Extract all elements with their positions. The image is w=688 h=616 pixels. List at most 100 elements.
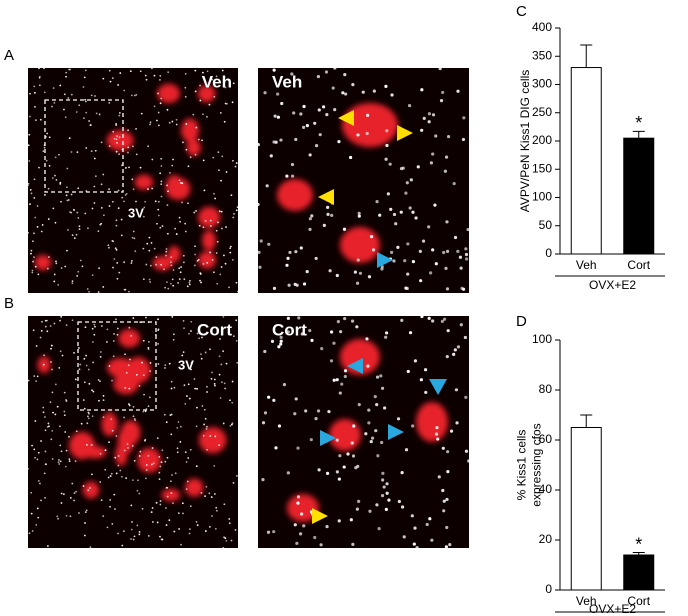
grain xyxy=(153,105,156,108)
grain xyxy=(305,269,309,274)
grain xyxy=(175,123,178,126)
grain xyxy=(366,113,370,117)
grain xyxy=(36,507,39,510)
grain xyxy=(467,459,471,463)
grain xyxy=(302,104,306,109)
grain xyxy=(274,446,278,450)
grain xyxy=(204,530,207,532)
grain xyxy=(452,181,456,186)
grain xyxy=(84,326,87,329)
grain xyxy=(171,120,174,123)
grain xyxy=(142,410,145,413)
grain xyxy=(184,72,187,75)
grain xyxy=(172,502,174,505)
grain xyxy=(372,89,376,93)
grain xyxy=(75,111,78,113)
grain xyxy=(57,517,59,520)
image-title: Veh xyxy=(202,72,232,91)
grain xyxy=(71,280,74,283)
significance: * xyxy=(635,113,642,133)
grain xyxy=(111,77,114,79)
grain xyxy=(208,526,211,528)
cell xyxy=(137,447,162,473)
grain xyxy=(49,325,52,327)
grain xyxy=(159,465,162,468)
grain xyxy=(80,422,83,425)
grain xyxy=(165,421,168,424)
grain xyxy=(446,450,450,454)
grain xyxy=(40,499,42,502)
grain xyxy=(296,501,300,505)
grain xyxy=(44,319,47,322)
grain xyxy=(223,254,225,257)
grain xyxy=(93,323,96,326)
panel-label: D xyxy=(516,313,527,330)
grain xyxy=(230,539,233,542)
grain xyxy=(102,286,105,288)
grain xyxy=(102,394,105,397)
grain xyxy=(330,213,334,217)
grain xyxy=(357,499,361,503)
grain xyxy=(51,105,53,108)
grain xyxy=(215,252,218,254)
grain xyxy=(356,258,360,262)
grain xyxy=(221,155,224,158)
grain xyxy=(321,105,326,109)
grain xyxy=(422,116,426,120)
grain xyxy=(59,444,62,447)
grain xyxy=(206,385,208,388)
grain xyxy=(195,465,198,468)
grain xyxy=(222,422,225,425)
grain xyxy=(384,157,388,161)
grain xyxy=(413,526,417,530)
grain xyxy=(119,72,122,74)
grain xyxy=(434,134,438,138)
grain xyxy=(68,458,71,461)
grain xyxy=(27,231,29,234)
grain xyxy=(229,424,232,427)
grain xyxy=(27,144,30,147)
grain xyxy=(433,203,437,207)
grain xyxy=(83,117,85,120)
cell xyxy=(84,446,107,459)
grain xyxy=(115,150,118,153)
grain xyxy=(39,482,41,485)
grain xyxy=(164,286,166,289)
grain xyxy=(133,535,136,538)
grain xyxy=(342,227,347,231)
grain xyxy=(99,380,101,383)
grain xyxy=(222,315,225,318)
grain xyxy=(127,129,129,132)
grain xyxy=(224,387,227,390)
grain xyxy=(193,211,196,214)
grain xyxy=(403,259,407,263)
grain xyxy=(185,148,188,151)
grain xyxy=(55,260,57,263)
group-label: OVX+E2 xyxy=(589,602,636,616)
grain xyxy=(30,491,33,494)
grain xyxy=(446,134,451,139)
grain xyxy=(124,386,127,389)
grain xyxy=(44,416,46,418)
grain xyxy=(160,165,163,167)
grain xyxy=(441,488,445,493)
grain xyxy=(28,532,31,535)
grain xyxy=(342,465,346,469)
grain xyxy=(375,200,379,204)
grain xyxy=(381,471,385,475)
grain xyxy=(63,410,66,413)
image-title: Cort xyxy=(272,320,307,339)
grain xyxy=(293,282,297,286)
grain xyxy=(112,340,115,342)
grain xyxy=(184,402,187,405)
grain xyxy=(159,226,162,229)
grain xyxy=(111,379,113,382)
grain xyxy=(210,496,213,498)
grain xyxy=(95,112,98,115)
grain xyxy=(144,477,147,480)
grain xyxy=(167,287,170,290)
grain xyxy=(93,157,96,160)
grain xyxy=(199,272,202,275)
grain xyxy=(45,463,47,466)
grain xyxy=(380,440,384,445)
